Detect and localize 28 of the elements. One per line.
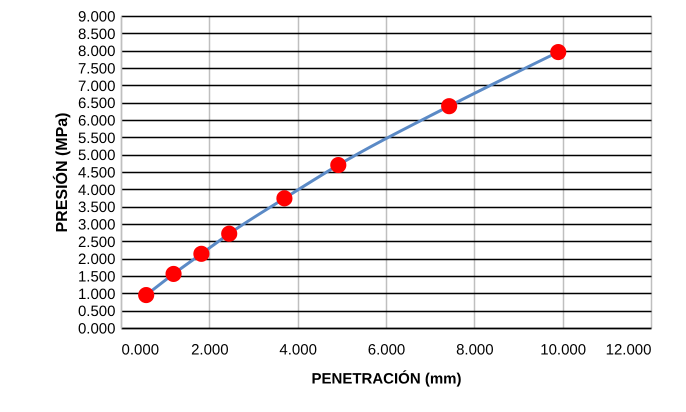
y-tick-label: 3.000 [78, 216, 116, 234]
x-tick-label: 10.000 [540, 342, 586, 358]
y-tick-label: 3.500 [78, 199, 116, 216]
y-axis-title: PRESIÓN (MPa) [52, 112, 71, 233]
y-tick-label: 5.000 [78, 147, 116, 164]
x-tick-label: 8.000 [456, 342, 494, 358]
x-tick-label: 2.000 [191, 342, 229, 358]
y-tick-label: 6.500 [78, 95, 116, 112]
y-tick-label: 8.000 [78, 43, 116, 60]
y-tick-label: 1.500 [78, 268, 116, 286]
y-tick-label: 2.500 [78, 234, 116, 251]
y-tick-label: 1.000 [78, 286, 116, 303]
y-tick-label: 0.500 [78, 303, 116, 320]
y-tick-label: 2.000 [78, 251, 116, 268]
y-tick-label: 4.500 [78, 164, 116, 182]
y-tick-label: 0.000 [78, 320, 116, 338]
x-axis-title: PENETRACIÓN (mm) [311, 370, 462, 388]
x-tick-label: 0.000 [122, 342, 160, 358]
y-tick-label: 7.000 [78, 78, 116, 95]
y-tick-label: 6.000 [78, 112, 116, 130]
x-tick-label: 4.000 [279, 342, 317, 358]
y-tick-label: 8.500 [78, 26, 116, 43]
x-tick-label: 6.000 [368, 342, 406, 358]
y-tick-label: 4.000 [78, 182, 116, 199]
y-tick-label: 5.500 [78, 130, 116, 147]
x-tick-label: 12.000 [606, 342, 652, 358]
y-tick-label: 7.500 [78, 60, 116, 78]
y-tick-label: 9.000 [78, 8, 116, 26]
